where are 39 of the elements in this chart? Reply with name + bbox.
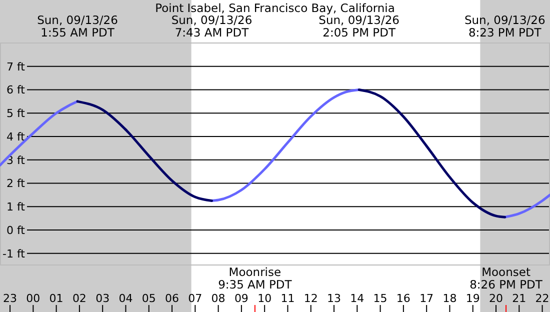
x-tick-label: 00 bbox=[26, 292, 40, 305]
x-tick-label: 04 bbox=[118, 292, 133, 305]
text: Sun, 09/13/26 7:43 AM PDT bbox=[171, 13, 252, 40]
y-tick-label: 1 ft bbox=[6, 200, 26, 214]
x-tick-label: 01 bbox=[49, 292, 64, 305]
x-tick-label: 16 bbox=[396, 292, 410, 305]
y-tick-label: 2 ft bbox=[6, 177, 26, 190]
ref-line-label: Moonrise 9:35 AM PDT bbox=[218, 265, 293, 292]
x-tick-label: 05 bbox=[142, 292, 156, 305]
x-tick-label: 09 bbox=[234, 292, 248, 305]
x-tick-label: 03 bbox=[96, 292, 110, 305]
x-tick-label: 13 bbox=[327, 292, 342, 305]
text: Sun, 09/13/26 8:23 PM PDT bbox=[464, 13, 546, 40]
x-tick-label: 02 bbox=[72, 292, 86, 305]
x-tick-label: 06 bbox=[165, 292, 180, 305]
x-tick-label: 07 bbox=[188, 292, 202, 305]
x-tick-label: 19 bbox=[466, 292, 480, 305]
text: Sun, 09/13/26 2:05 PM PDT bbox=[318, 13, 400, 40]
x-tick-label: 23 bbox=[3, 292, 18, 305]
x-tick-label: 14 bbox=[350, 292, 364, 305]
y-tick-label: 6 ft bbox=[6, 84, 26, 97]
x-tick-label: 12 bbox=[304, 292, 318, 305]
text: Sun, 09/13/26 1:55 AM PDT bbox=[37, 13, 118, 40]
x-tick-label: 17 bbox=[420, 292, 434, 305]
x-tick-label: 10 bbox=[258, 292, 272, 305]
y-tick-label: 0 ft bbox=[6, 224, 26, 237]
ref-line-label: Moonset 8:26 PM PDT bbox=[470, 265, 544, 292]
x-tick-label: 15 bbox=[373, 292, 388, 305]
x-tick-label: 20 bbox=[489, 292, 504, 305]
y-tick-label: 5 ft bbox=[6, 107, 26, 120]
chart-title: Point Isabel, San Francisco Bay, California bbox=[155, 1, 395, 15]
y-tick-label: 4 ft bbox=[6, 130, 26, 144]
y-tick-label: -1 ft bbox=[2, 247, 26, 260]
x-tick-label: 18 bbox=[442, 292, 457, 305]
x-tick-label: 21 bbox=[512, 292, 526, 305]
x-tick-label: 11 bbox=[280, 292, 295, 305]
x-tick-label: 22 bbox=[535, 292, 550, 305]
x-tick-label: 08 bbox=[211, 292, 226, 305]
y-tick-label: 7 ft bbox=[6, 60, 26, 74]
